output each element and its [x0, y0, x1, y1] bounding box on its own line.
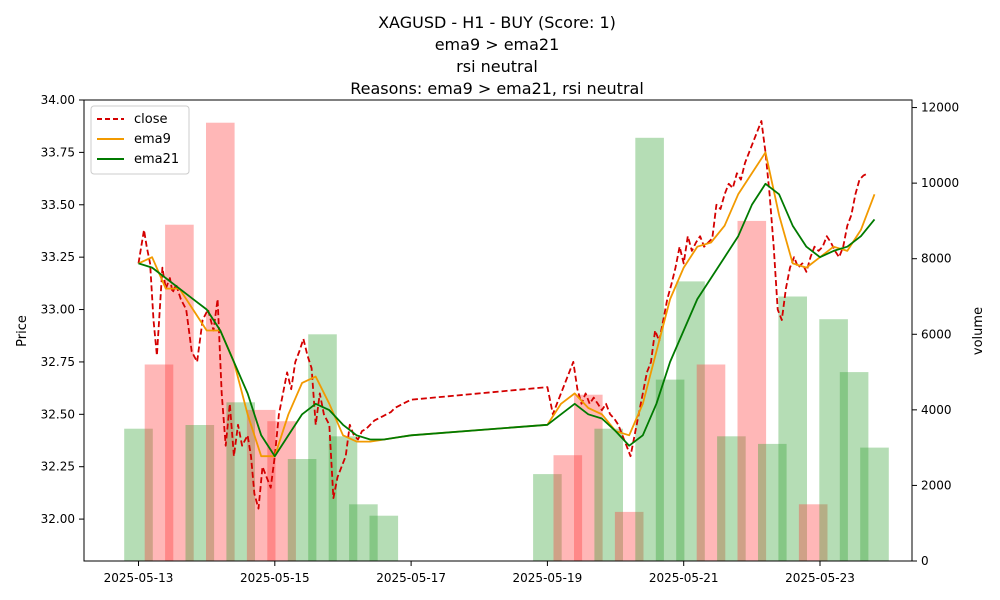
legend-close-label: close — [134, 112, 167, 127]
title-line-1: XAGUSD - H1 - BUY (Score: 1) — [378, 13, 616, 32]
volume-bar — [778, 296, 807, 561]
volume-bar — [614, 511, 644, 561]
ema9-line — [138, 151, 876, 458]
y-tick-label: 34.00 — [41, 93, 75, 107]
title-line-4: Reasons: ema9 > ema21, rsi neutral — [350, 79, 644, 98]
y-tick-label: 33.25 — [41, 250, 75, 264]
legend-ema21-label: ema21 — [134, 152, 179, 167]
y-tick-label: 33.50 — [41, 198, 75, 212]
volume-bar — [798, 504, 828, 561]
volume-bar — [819, 319, 848, 561]
close-line — [137, 120, 869, 510]
chart-title: XAGUSD - H1 - BUY (Score: 1) ema9 > ema2… — [350, 13, 644, 98]
y-right-tick-label: 10000 — [921, 176, 959, 190]
y-right-tick-label: 6000 — [921, 327, 952, 341]
volume-bar — [635, 137, 664, 562]
y-tick-label: 33.75 — [41, 145, 75, 159]
title-line-2: ema9 > ema21 — [435, 35, 560, 54]
volume-bar — [574, 394, 603, 561]
y-tick-label: 32.25 — [41, 460, 75, 474]
legend-ema9-label: ema9 — [134, 132, 171, 147]
volume-bar — [185, 425, 215, 561]
volume-bar — [287, 459, 317, 561]
y-tick-label: 33.00 — [41, 303, 75, 317]
volume-bar — [553, 455, 583, 561]
y-axis-label: Price — [15, 315, 30, 347]
x-tick-label: 2025-05-19 — [513, 571, 583, 585]
volume-bar — [533, 474, 562, 561]
volume-bar — [594, 428, 623, 561]
volume-bar — [737, 220, 767, 561]
volume-bar — [676, 281, 705, 561]
volume-bar — [349, 504, 378, 561]
y-tick-label: 32.00 — [41, 512, 75, 526]
x-tick-label: 2025-05-17 — [376, 571, 446, 585]
y-right-tick-label: 4000 — [921, 403, 952, 417]
x-tick-label: 2025-05-13 — [104, 571, 174, 585]
volume-bar — [839, 372, 869, 561]
y-axis-right: 0 2000 4000 6000 8000 10000 12000 — [912, 101, 959, 568]
volume-bar — [124, 428, 153, 561]
x-axis: 2025-05-13 2025-05-15 2025-05-17 2025-05-19… — [104, 561, 855, 585]
plot-frame — [83, 99, 913, 562]
volume-bar — [144, 364, 174, 561]
y-tick-label: 32.50 — [41, 407, 75, 421]
volume-bar — [758, 443, 787, 561]
y-right-tick-label: 2000 — [921, 478, 952, 492]
ema21-line — [138, 182, 876, 458]
title-line-3: rsi neutral — [456, 57, 538, 76]
volume-bar — [308, 334, 337, 561]
x-tick-label: 2025-05-23 — [785, 571, 855, 585]
legend: close ema9 ema21 — [90, 105, 190, 175]
y-tick-label: 32.75 — [41, 355, 75, 369]
y-right-tick-label: 8000 — [921, 252, 952, 266]
volume-bar — [717, 436, 746, 561]
y-axis-right-label: volume — [971, 307, 986, 355]
y-right-tick-label: 0 — [921, 554, 929, 568]
x-tick-label: 2025-05-21 — [649, 571, 719, 585]
y-right-tick-label: 12000 — [921, 101, 959, 115]
x-tick-label: 2025-05-15 — [240, 571, 310, 585]
volume-bar — [655, 379, 685, 561]
volume-bar — [696, 364, 726, 561]
volume-bar — [369, 515, 399, 561]
y-axis-left: 32.00 32.25 32.50 32.75 33.00 33.25 33.50 33.75… — [41, 93, 84, 526]
volume-bar — [860, 447, 889, 561]
legend-box — [90, 105, 190, 175]
price-lines — [137, 120, 876, 510]
